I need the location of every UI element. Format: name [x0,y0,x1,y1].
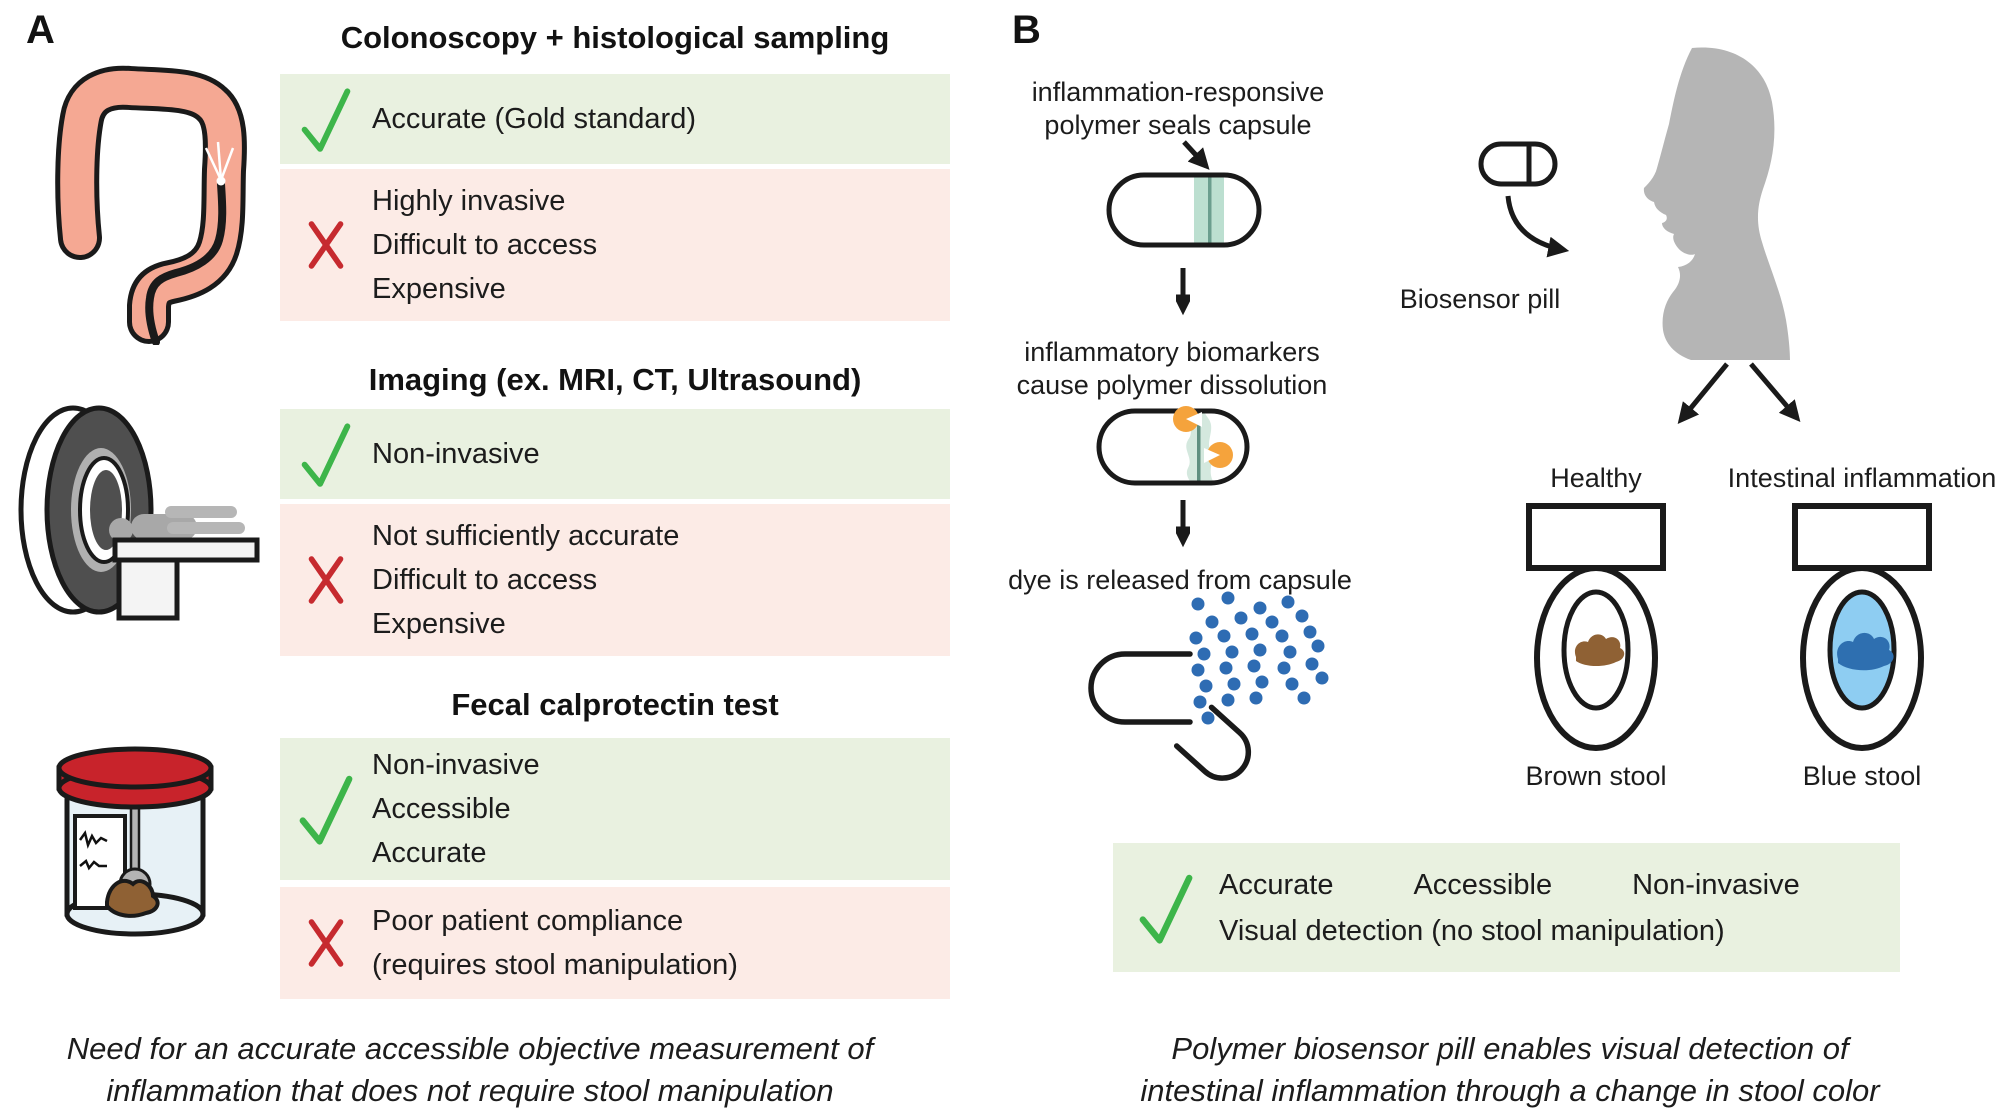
stool-sample [105,878,160,918]
pointer-arrow-icon [1178,138,1228,184]
section-title-imaging: Imaging (ex. MRI, CT, Ultrasound) [368,362,862,397]
pro-item: Accessible [372,793,511,825]
capsule-dissolving-icon [1096,406,1252,486]
con-item: Highly invasive [372,185,566,217]
biosensor-pill-label: Biosensor pill [1399,284,1561,314]
capsule-open-dye-icon [1078,588,1333,793]
pill-icon [1478,141,1558,187]
benefit-item: Accessible [1413,868,1553,901]
endoscope-light [204,141,235,186]
panel-a-label: A [26,8,55,52]
branch-arrow-left-icon [1677,362,1729,425]
con-item: Poor patient compliance [372,905,684,937]
brown-stool-label: Brown stool [1525,761,1667,791]
pros-box-colonoscopy: Accurate (Gold standard) [280,74,950,164]
pro-item: Accurate (Gold standard) [372,103,696,135]
jar-lid [56,746,214,810]
con-item: (requires stool manipulation) [372,949,738,981]
cross-icon [280,216,372,274]
cons-box-imaging: Not sufficiently accurate Difficult to a… [280,504,950,656]
arrow-down-icon [1176,266,1190,326]
endoscope-cable [145,180,227,345]
panel-b-label: B [1012,8,1041,52]
benefit-item: Visual detection (no stool manipulation) [1219,914,1725,947]
toilet-inflamed-illustration [1792,503,1932,758]
head-silhouette [1595,42,1805,362]
panel-a-caption: Need for an accurate accessible objectiv… [66,1031,874,1108]
cross-icon [280,551,372,609]
check-icon [280,84,372,154]
step3-label: dye is released from capsule [1008,565,1352,595]
section-title-fecal-test: Fecal calprotectin test [451,687,779,722]
inflammation-label: Intestinal inflammation [1727,463,1997,493]
benefit-item: Accurate [1219,868,1334,901]
con-item: Expensive [372,273,506,305]
pro-item: Non-invasive [372,438,540,470]
capsule-sealed-icon [1106,172,1262,248]
check-icon [280,771,372,847]
blue-stool-label: Blue stool [1802,761,1922,791]
benefit-item: Non-invasive [1632,868,1800,901]
toilet-healthy-illustration [1526,503,1666,758]
curved-arrow-icon [1502,192,1612,276]
panel-b-caption: Polymer biosensor pill enables visual de… [1140,1031,1880,1108]
cons-box-colonoscopy: Highly invasive Difficult to access Expe… [280,169,950,321]
branch-arrow-right-icon [1749,362,1801,422]
pros-box-fecal-test: Non-invasive Accessible Accurate [280,738,950,880]
pro-item: Accurate [372,837,487,869]
step2-label: inflammatory biomarkers cause polymer di… [1016,337,1328,400]
branch-arrows-icon [1645,360,1825,440]
dye-particles [1189,591,1329,725]
check-icon [280,419,372,489]
con-item: Difficult to access [372,229,598,261]
brown-stool-blob [1574,634,1625,667]
specimen-jar-illustration [35,738,235,953]
con-item: Not sufficiently accurate [372,520,680,552]
biomarker-icon [1173,406,1233,468]
con-item: Difficult to access [372,564,598,596]
healthy-label: Healthy [1550,463,1642,493]
cross-icon [280,914,372,972]
blue-stool-blob [1837,632,1894,671]
cons-box-fecal-test: Poor patient compliance (requires stool … [280,887,950,999]
mri-scanner-illustration [15,392,265,637]
section-title-colonoscopy: Colonoscopy + histological sampling [340,20,890,55]
step1-label: inflammation-responsive polymer seals ca… [1031,77,1325,140]
pro-item: Non-invasive [372,749,540,781]
patient-figure [109,506,245,542]
benefits-box: Accurate Accessible Non-invasive Visual … [1113,843,1900,972]
check-icon [1113,870,1219,946]
pros-box-imaging: Non-invasive [280,409,950,499]
colon-illustration [28,30,268,345]
con-item: Expensive [372,608,506,640]
arrow-down-icon [1176,498,1190,558]
